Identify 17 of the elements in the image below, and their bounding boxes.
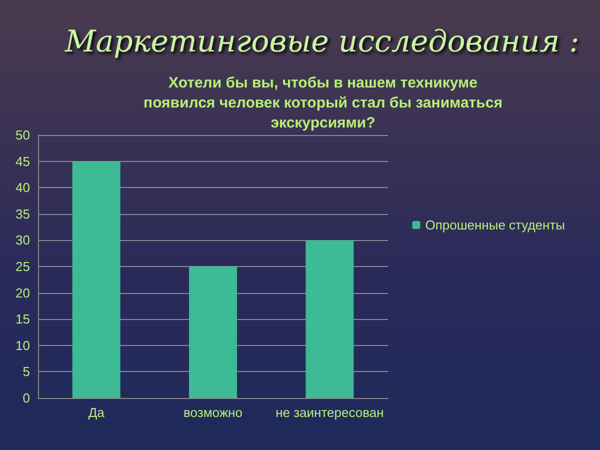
x-tick-label: Да <box>88 405 106 420</box>
y-tick-label: 15 <box>16 312 30 327</box>
chart-title: Маркетинговые исследования : <box>64 24 580 60</box>
y-tick-label: 10 <box>16 338 30 353</box>
y-tick-label: 30 <box>16 232 30 248</box>
x-tick-label: не заинтересован <box>276 405 384 420</box>
chart-subtitle: Хотели бы вы, чтобы в нашем техникуме появился человек который стал бы заниматься экскурсиями? <box>144 74 502 132</box>
y-tick-label: 35 <box>16 206 30 222</box>
x-tick-label: возможно <box>184 405 242 420</box>
legend-label: Опрошенные студенты <box>425 218 566 232</box>
y-tick-label: 5 <box>22 364 30 380</box>
y-tick-label: 0 <box>22 390 30 406</box>
y-tick-label: 45 <box>16 154 30 169</box>
y-tick-label: 40 <box>16 180 30 196</box>
y-tick-label: 50 <box>16 128 30 142</box>
y-tick-label: 25 <box>16 259 30 274</box>
y-tick-label: 20 <box>16 285 30 300</box>
